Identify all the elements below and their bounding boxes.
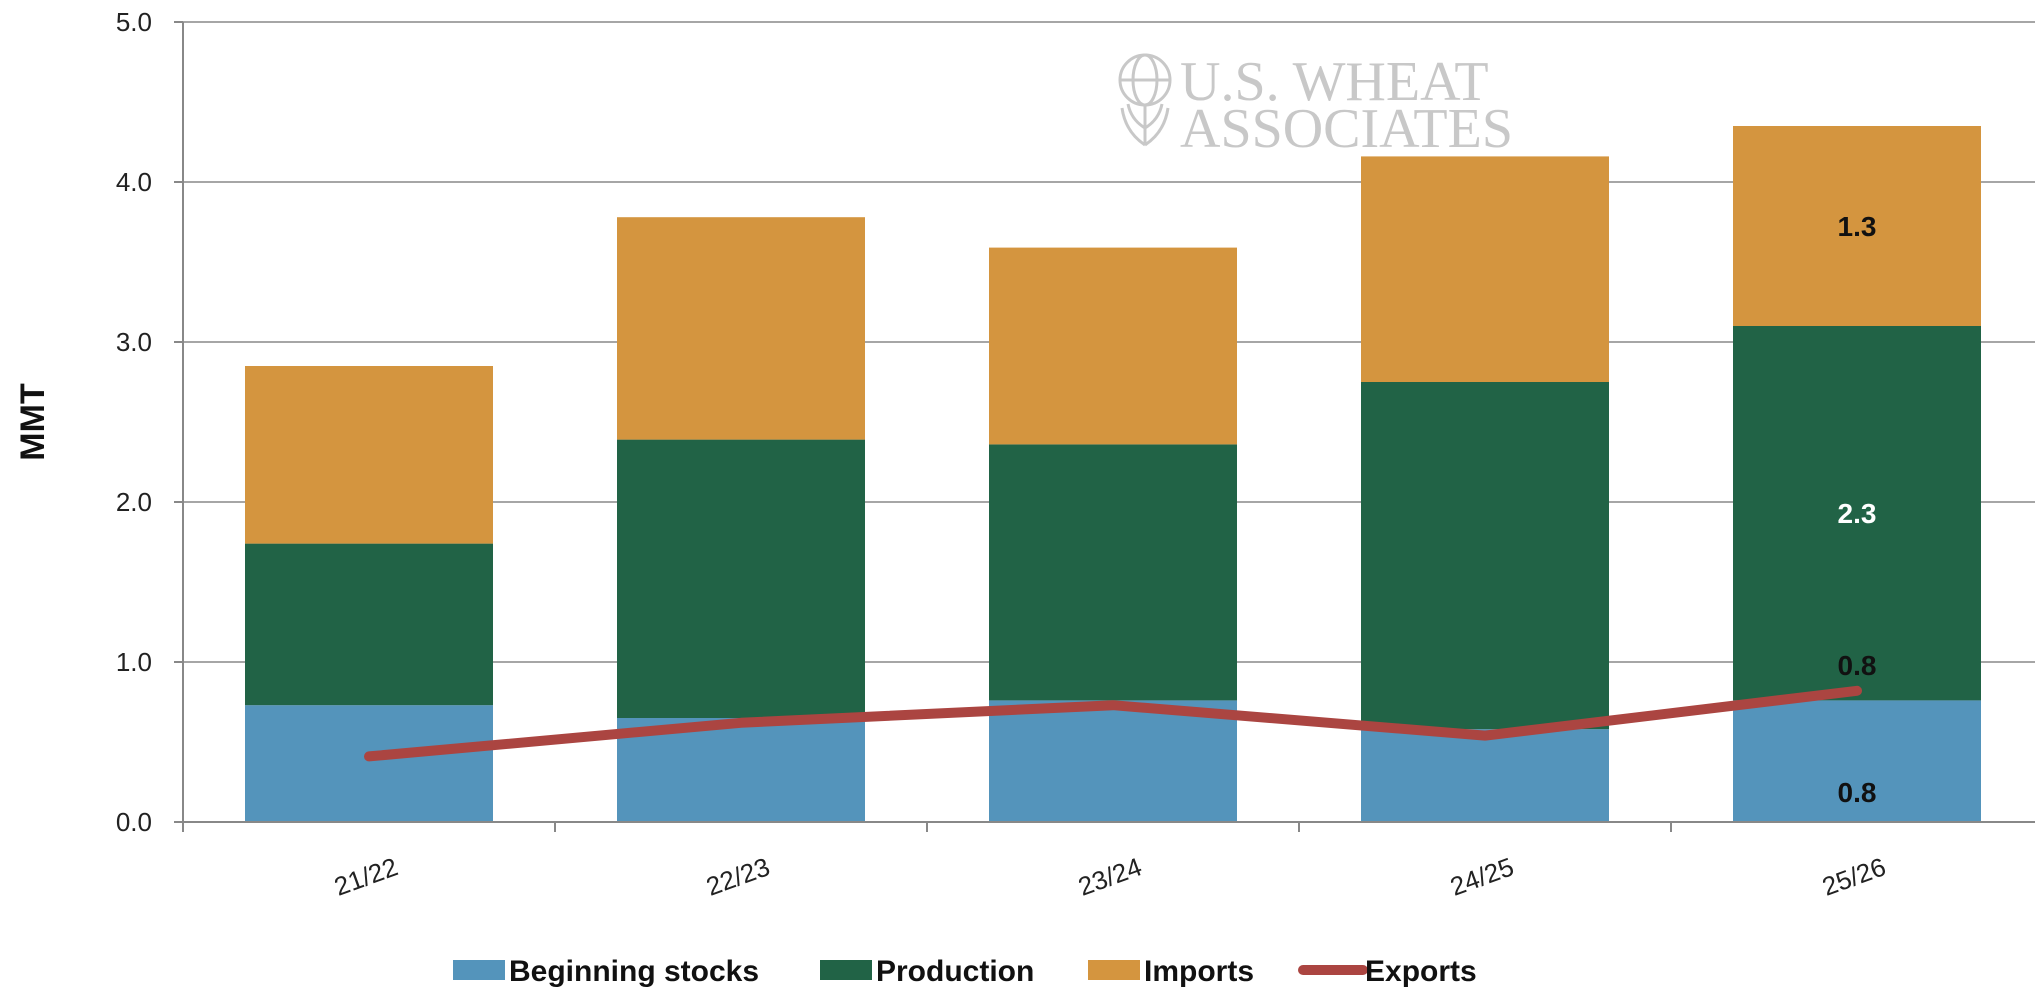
bars bbox=[245, 126, 1981, 822]
bar-beginning-stocks bbox=[245, 705, 493, 822]
bar-production bbox=[1733, 326, 1981, 701]
legend-swatch bbox=[453, 960, 505, 980]
y-tick-label: 2.0 bbox=[116, 487, 152, 517]
legend-item-exports: Exports bbox=[1298, 955, 1477, 988]
legend-label: Exports bbox=[1365, 955, 1477, 988]
x-tick-label: 25/26 bbox=[1818, 851, 1889, 901]
y-tick-label: 3.0 bbox=[116, 327, 152, 357]
y-axis-label: MMT bbox=[14, 383, 52, 461]
legend-swatch bbox=[1088, 960, 1140, 980]
bar-imports bbox=[1733, 126, 1981, 326]
watermark-line1: U.S. WHEAT bbox=[1180, 51, 1489, 113]
y-tick-label: 1.0 bbox=[116, 647, 152, 677]
watermark-line2: ASSOCIATES bbox=[1180, 98, 1513, 160]
bar-production bbox=[245, 543, 493, 706]
bar-production bbox=[1361, 382, 1609, 730]
legend-label: Production bbox=[876, 955, 1034, 988]
exports-line bbox=[364, 685, 1862, 762]
data-label: 2.3 bbox=[1838, 498, 1877, 529]
data-label: 0.8 bbox=[1838, 650, 1877, 681]
x-tick-label: 22/23 bbox=[702, 851, 773, 901]
legend-label: Beginning stocks bbox=[509, 955, 759, 988]
legend-item-beginning-stocks: Beginning stocks bbox=[453, 955, 759, 988]
tick-labels: 0.0 1.0 2.0 3.0 4.0 5.0 21/22 22/23 23/24 24/25 25… bbox=[116, 7, 1890, 902]
axes bbox=[174, 21, 2035, 832]
line-exports bbox=[364, 685, 1862, 762]
bar-production bbox=[989, 444, 1237, 701]
x-tick-label: 24/25 bbox=[1446, 851, 1517, 901]
bar-beginning-stocks bbox=[617, 718, 865, 822]
bar-imports bbox=[245, 366, 493, 544]
x-tick-label: 23/24 bbox=[1074, 851, 1145, 901]
legend: Beginning stocks Production Imports Exports bbox=[453, 955, 1477, 988]
data-labels: 0.8 2.3 1.3 0.8 bbox=[1838, 211, 1877, 808]
wheat-globe-icon bbox=[1118, 53, 1172, 147]
data-label: 1.3 bbox=[1838, 211, 1877, 242]
bar-beginning-stocks bbox=[1361, 729, 1609, 822]
bar-beginning-stocks bbox=[1733, 700, 1981, 822]
legend-item-production: Production bbox=[820, 955, 1034, 988]
data-label: 0.8 bbox=[1838, 777, 1877, 808]
bar-imports bbox=[1361, 156, 1609, 382]
y-tick-label: 5.0 bbox=[116, 7, 152, 37]
bar-production bbox=[617, 439, 865, 718]
watermark-logo: U.S. WHEAT ASSOCIATES bbox=[1118, 51, 1513, 160]
y-tick-label: 0.0 bbox=[116, 807, 152, 837]
bar-beginning-stocks bbox=[989, 700, 1237, 822]
y-tick-label: 4.0 bbox=[116, 167, 152, 197]
bar-imports bbox=[989, 247, 1237, 445]
x-tick-label: 21/22 bbox=[330, 851, 401, 901]
legend-label: Imports bbox=[1144, 955, 1254, 988]
bar-imports bbox=[617, 217, 865, 440]
legend-item-imports: Imports bbox=[1088, 955, 1254, 988]
legend-swatch bbox=[820, 960, 872, 980]
